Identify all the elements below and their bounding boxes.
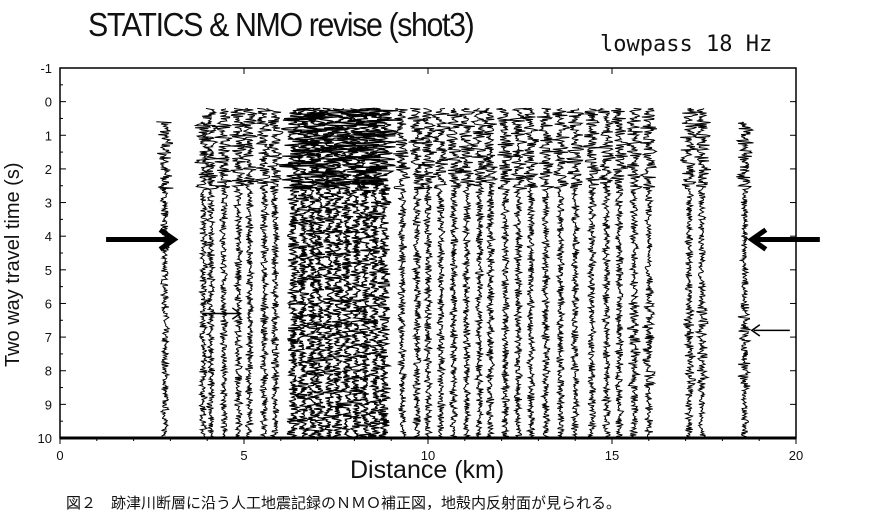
seismic-trace (407, 107, 427, 439)
seismic-trace (351, 107, 383, 439)
arrow-right (106, 227, 179, 252)
filter-label: lowpass 18 Hz (600, 32, 773, 57)
y-tick-label: 3 (45, 196, 52, 211)
seismic-trace (480, 107, 499, 439)
seismic-trace (552, 107, 571, 439)
x-tick-label: 15 (605, 448, 619, 463)
x-axis-label: Distance (km) (350, 456, 505, 484)
y-tick-label: 10 (38, 431, 52, 446)
seismic-trace (323, 107, 352, 439)
figure-title: STATICS & NMO revise (shot3) (88, 6, 475, 43)
trace-group (156, 107, 755, 439)
seismic-trace (597, 107, 616, 439)
seismic-trace (368, 107, 399, 439)
seismic-trace (680, 107, 700, 439)
seismic-trace (200, 107, 220, 439)
seismic-trace (193, 121, 213, 439)
y-tick-label: 8 (45, 364, 52, 379)
y-tick-label: 5 (45, 263, 52, 278)
seismic-trace (297, 107, 329, 439)
arrow-left (747, 227, 820, 252)
seismic-trace (214, 108, 233, 439)
seismic-trace (536, 107, 555, 439)
seismic-trace (626, 107, 643, 439)
arrow-right (202, 307, 242, 320)
y-tick-label: 4 (45, 229, 52, 244)
arrow-head (158, 227, 179, 252)
arrow-head (231, 307, 242, 320)
seismic-trace (266, 107, 284, 439)
seismic-trace (287, 107, 318, 439)
seismic-trace (582, 107, 601, 439)
y-tick-label: -1 (40, 61, 52, 76)
seismic-trace (565, 108, 586, 439)
y-axis: -1 0 1 2 3 4 5 6 7 8 9 10 (38, 61, 796, 446)
reflection-arrows (106, 227, 820, 337)
seismic-trace (229, 107, 248, 439)
seismic-trace (445, 107, 463, 439)
arrow-left (750, 324, 790, 337)
y-tick-label: 6 (45, 296, 52, 311)
seismic-trace (431, 107, 451, 439)
x-tick-label: 20 (789, 448, 803, 463)
arrow-head (750, 324, 761, 337)
seismic-trace (393, 107, 411, 439)
x-axis: 0 5 10 15 20 (56, 68, 803, 463)
seismic-trace (496, 107, 515, 439)
x-tick-label: 5 (240, 448, 247, 463)
x-tick-label: 0 (56, 448, 63, 463)
seismic-trace (418, 107, 437, 439)
seismic-trace (314, 107, 343, 439)
seismic-trace (457, 107, 475, 439)
seismic-trace (334, 107, 363, 439)
seismic-trace (509, 107, 528, 439)
seismic-trace (303, 107, 334, 439)
seismic-trace (156, 121, 174, 439)
seismic-trace (360, 107, 390, 439)
y-tick-label: 0 (45, 95, 52, 110)
y-axis-label: Two way travel time (s) (2, 162, 24, 367)
seismic-trace (520, 107, 539, 439)
seismic-trace (694, 107, 711, 439)
seismic-trace (255, 107, 272, 439)
seismic-trace (238, 107, 259, 439)
seismic-trace (638, 107, 658, 438)
seismic-trace (609, 107, 630, 439)
x-tick-label: 10 (421, 448, 435, 463)
y-tick-label: 9 (45, 397, 52, 412)
arrow-head (747, 227, 768, 252)
seismic-trace (342, 107, 371, 439)
y-tick-label: 7 (45, 330, 52, 345)
figure-caption: 図２ 跡津川断層に沿う人工地震記録のＮＭＯ補正図，地殻内反射面が見られる。 (66, 494, 622, 512)
y-tick-label: 2 (45, 162, 52, 177)
seismic-trace (470, 107, 490, 439)
seismic-trace (735, 121, 755, 439)
y-tick-label: 1 (45, 128, 52, 143)
